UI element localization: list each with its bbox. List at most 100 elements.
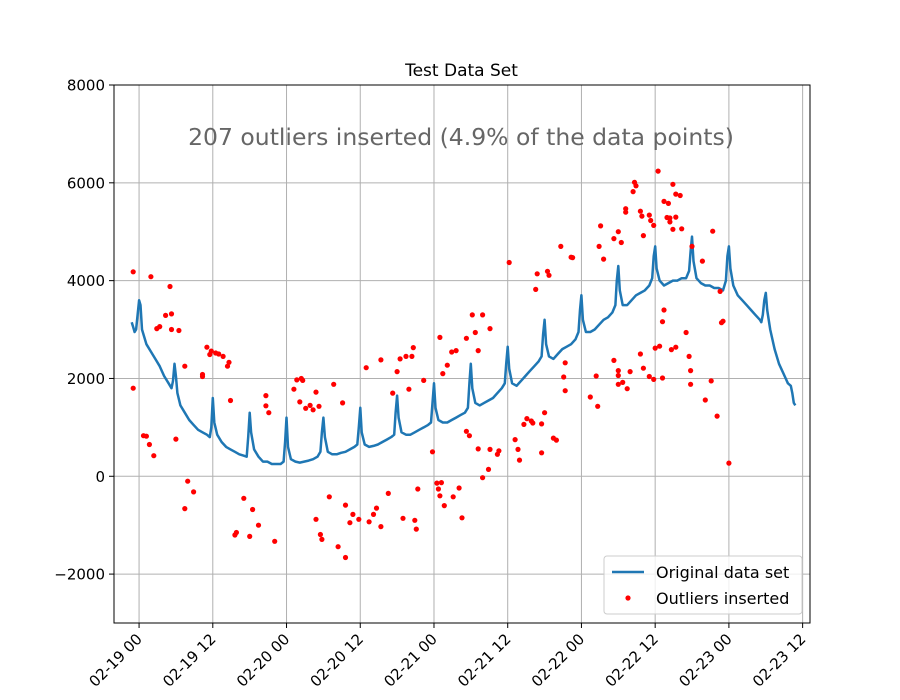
outlier-point (646, 373, 652, 380)
outlier-point (615, 381, 621, 387)
outlier-point (657, 343, 663, 349)
outlier-point (637, 208, 644, 214)
outlier-point (208, 348, 214, 354)
outlier-point (347, 520, 353, 526)
legend-label-original: Original data set (656, 563, 789, 582)
outlier-point (216, 351, 222, 357)
series-layer (130, 168, 797, 561)
annotation-text: 207 outliers inserted (4.9% of the data … (188, 123, 734, 151)
outlier-point (710, 228, 716, 234)
outlier-point (665, 200, 672, 206)
outlier-point (648, 217, 654, 224)
outlier-point (530, 420, 536, 426)
outlier-point (661, 198, 667, 204)
outlier-point (683, 329, 689, 336)
outlier-point (167, 283, 173, 290)
outlier-point (542, 410, 548, 416)
outlier-point (717, 288, 723, 294)
outlier-point (340, 400, 346, 406)
outlier-point (659, 319, 666, 325)
outlier-point (313, 516, 319, 522)
outlier-point (412, 517, 418, 523)
outlier-point (686, 353, 692, 359)
outlier-point (297, 399, 303, 405)
outlier-point (714, 413, 720, 419)
outlier-point (434, 480, 440, 486)
outlier-point (151, 453, 157, 459)
outlier-point (598, 223, 604, 229)
outlier-point (515, 446, 521, 452)
outlier-point (326, 494, 332, 500)
outlier-point (533, 286, 539, 292)
outlier-point (307, 402, 313, 408)
outlier-point (485, 466, 492, 472)
outlier-point (659, 375, 666, 381)
legend-dot-marker (625, 595, 631, 601)
outlier-point (182, 506, 188, 512)
outlier-point (472, 329, 478, 336)
outlier-point (390, 390, 396, 396)
outlier-point (456, 485, 462, 491)
outlier-point (679, 226, 685, 232)
outlier-point (370, 511, 377, 517)
outlier-point (516, 457, 523, 463)
outlier-point (618, 239, 624, 246)
outlier-point (449, 349, 455, 355)
plot-frame (113, 84, 811, 624)
outlier-point (593, 373, 599, 379)
outlier-point (469, 312, 475, 318)
outlier-point (335, 544, 341, 550)
outlier-point (512, 437, 518, 443)
outlier-point (553, 437, 560, 443)
outlier-point (173, 436, 179, 442)
outlier-point (204, 344, 210, 350)
outlier-point (544, 268, 551, 274)
outlier-point (720, 318, 726, 324)
outlier-point (562, 360, 568, 366)
outlier-point (413, 526, 419, 532)
outlier-point (596, 243, 602, 249)
outlier-point (157, 324, 163, 330)
outlier-point (475, 348, 481, 354)
outlier-point (298, 375, 304, 382)
outlier-point (247, 533, 253, 540)
outlier-point (163, 312, 169, 318)
legend-box (603, 555, 803, 615)
outlier-point (313, 389, 319, 395)
outlier-point (670, 181, 676, 187)
outlier-point (601, 256, 607, 262)
outlier-point (627, 369, 633, 375)
outlier-point (667, 219, 673, 225)
outlier-point (319, 536, 325, 543)
outlier-point (673, 214, 679, 220)
outlier-point (624, 386, 630, 392)
outlier-point (651, 222, 657, 228)
outlier-point (316, 403, 322, 409)
outlier-point (410, 345, 416, 351)
outlier-point (453, 348, 459, 354)
y-tick-label: 0 (95, 468, 105, 486)
outlier-point (409, 353, 415, 359)
outlier-point (394, 369, 400, 375)
outlier-point (689, 243, 695, 249)
outlier-point (130, 269, 136, 275)
outlier-point (233, 529, 239, 536)
outlier-point (623, 209, 629, 215)
outlier-point (255, 522, 262, 528)
outlier-point (331, 381, 337, 387)
outlier-point (546, 272, 552, 278)
outlier-point (450, 494, 456, 500)
outlier-point (646, 212, 652, 218)
outlier-point (350, 511, 356, 517)
outlier-point (611, 236, 617, 242)
outlier-point (562, 388, 568, 394)
outlier-point (250, 506, 256, 513)
outlier-point (651, 376, 657, 382)
outlier-point (356, 516, 362, 522)
outlier-point (406, 386, 412, 392)
outlier-point (220, 353, 226, 359)
outlier-point (463, 428, 469, 434)
outlier-point (611, 357, 617, 363)
outlier-point (640, 365, 647, 371)
